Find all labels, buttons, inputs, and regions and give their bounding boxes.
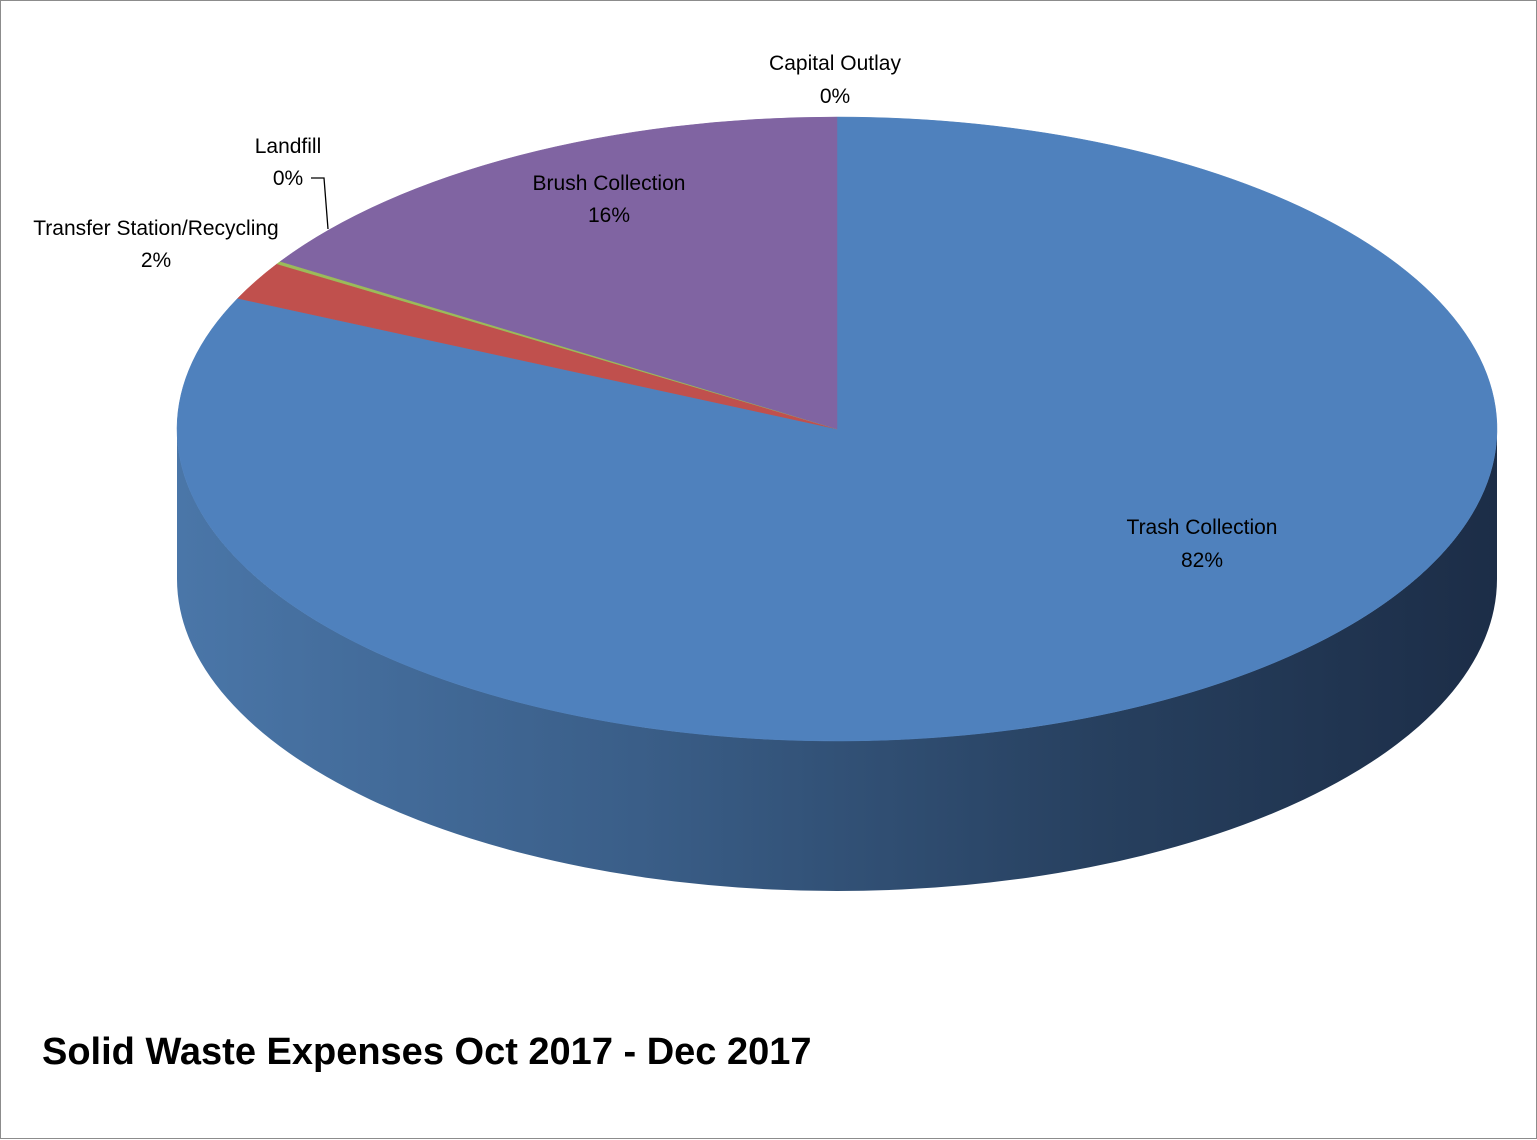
label-brush-collection-name: Brush Collection	[533, 172, 686, 195]
chart-title: Solid Waste Expenses Oct 2017 - Dec 2017	[42, 1031, 812, 1073]
label-trash-collection-name: Trash Collection	[1127, 516, 1278, 539]
label-capital-outlay-percent: 0%	[820, 85, 850, 108]
pie-side-wall	[177, 429, 1497, 891]
label-capital-outlay-name: Capital Outlay	[769, 52, 901, 75]
pie-slice	[279, 116, 838, 430]
label-brush-collection-percent: 16%	[588, 204, 630, 227]
landfill-leader-line	[311, 177, 329, 230]
label-landfill-percent: 0%	[273, 167, 303, 190]
label-transfer-station-name: Transfer Station/Recycling	[33, 217, 279, 240]
label-transfer-station-percent: 2%	[141, 249, 171, 272]
label-landfill-name: Landfill	[255, 135, 322, 158]
label-trash-collection-percent: 82%	[1181, 549, 1223, 572]
